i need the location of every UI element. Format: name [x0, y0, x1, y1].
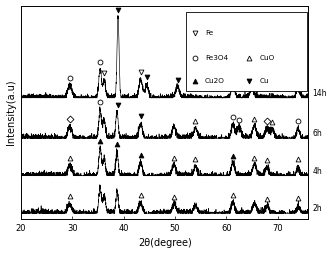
Text: Cu2O: Cu2O — [205, 78, 225, 84]
Text: 2h: 2h — [312, 204, 322, 213]
X-axis label: 2θ(degree): 2θ(degree) — [138, 239, 192, 248]
Y-axis label: Intensity(a.u): Intensity(a.u) — [6, 80, 16, 145]
Text: CuO: CuO — [259, 55, 275, 61]
Text: 4h: 4h — [312, 167, 322, 176]
Text: Cu: Cu — [259, 78, 269, 84]
Text: 14h: 14h — [312, 89, 327, 98]
Bar — [186, 12, 307, 91]
Text: Fe: Fe — [205, 30, 213, 36]
Text: 6h: 6h — [312, 130, 322, 138]
Text: Fe3O4: Fe3O4 — [205, 55, 228, 61]
